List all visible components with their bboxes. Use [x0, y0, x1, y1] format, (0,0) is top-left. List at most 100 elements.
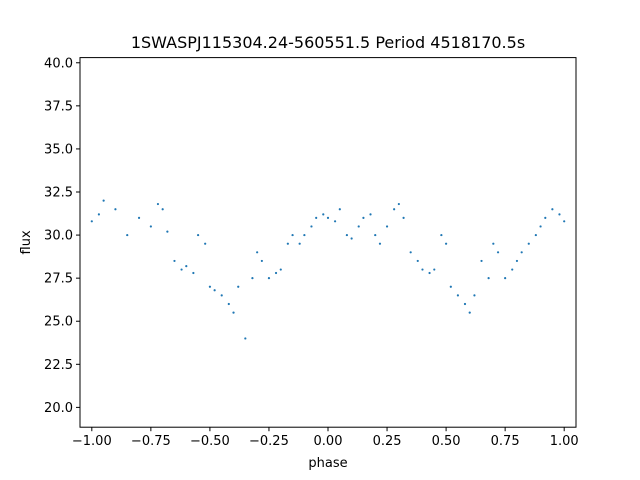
data-point	[90, 220, 93, 223]
data-point	[527, 242, 530, 245]
data-point	[558, 213, 561, 216]
y-tick-label: 32.5	[44, 186, 73, 201]
data-point	[551, 208, 554, 211]
data-point	[456, 294, 460, 297]
x-tick-label: 0.00	[314, 434, 343, 449]
y-axis: 20.0 22.5 25.0 27.5 30.0 32.5 35.0 37.5 40.0	[44, 56, 80, 416]
data-point	[251, 277, 254, 280]
chart-title: 1SWASPJ115304.24-560551.5 Period 4518170…	[131, 33, 525, 52]
data-point	[192, 271, 195, 275]
data-point	[114, 208, 117, 211]
data-point	[504, 277, 507, 280]
y-tick-label: 25.0	[44, 315, 73, 330]
data-point	[515, 259, 519, 263]
data-point	[416, 259, 419, 263]
data-point	[279, 268, 282, 271]
data-point	[232, 311, 235, 314]
data-point	[315, 216, 318, 219]
data-point	[345, 233, 348, 237]
data-point	[220, 294, 223, 297]
data-point	[369, 213, 372, 216]
data-point	[256, 251, 259, 254]
data-point	[213, 289, 216, 292]
data-point	[393, 208, 396, 211]
data-point	[433, 268, 436, 271]
data-point	[487, 277, 490, 280]
data-point	[322, 213, 325, 216]
data-point	[291, 233, 294, 237]
data-point	[137, 216, 141, 219]
data-point	[468, 311, 471, 314]
data-point	[173, 259, 176, 263]
data-point	[378, 242, 382, 245]
data-point	[350, 237, 353, 240]
data-point	[267, 277, 271, 280]
data-point	[421, 268, 424, 271]
data-point	[385, 225, 389, 228]
y-tick-label: 22.5	[44, 358, 73, 373]
data-point	[520, 251, 523, 254]
data-point	[333, 220, 337, 223]
data-point	[97, 213, 100, 216]
x-tick-label: −0.25	[249, 434, 289, 449]
y-axis-label: flux	[19, 230, 34, 254]
data-point	[496, 251, 500, 254]
data-point	[444, 242, 448, 245]
data-point	[286, 242, 289, 245]
x-axis: −1.00 −0.75 −0.50 −0.25 0.00 0.25 0.50 0.75 1.00	[72, 427, 579, 449]
data-point	[563, 220, 566, 223]
data-point	[180, 268, 183, 271]
data-point	[102, 199, 105, 202]
data-point	[511, 268, 514, 271]
data-point	[338, 208, 341, 211]
x-tick-label: 0.25	[373, 434, 402, 449]
data-points	[90, 199, 566, 340]
data-point	[534, 233, 537, 237]
data-point	[440, 233, 443, 237]
y-tick-label: 30.0	[44, 229, 73, 244]
data-point	[544, 216, 547, 219]
data-point	[362, 216, 365, 219]
data-point	[274, 271, 278, 275]
data-point	[298, 242, 301, 245]
data-point	[166, 230, 169, 233]
data-point	[156, 202, 160, 206]
data-point	[149, 225, 152, 228]
data-point	[204, 242, 207, 245]
y-tick-label: 37.5	[44, 99, 73, 114]
data-point	[326, 216, 330, 219]
x-tick-label: 0.75	[491, 434, 520, 449]
data-point	[492, 242, 495, 245]
data-point	[237, 285, 240, 288]
x-tick-label: −0.50	[190, 434, 230, 449]
data-point	[397, 202, 400, 206]
data-point	[196, 233, 200, 237]
x-tick-label: −0.75	[131, 434, 171, 449]
data-point	[374, 233, 377, 237]
x-axis-label: phase	[308, 456, 347, 471]
data-point	[409, 251, 412, 254]
data-point	[449, 285, 452, 288]
data-point	[244, 337, 247, 340]
data-point	[185, 264, 188, 268]
data-point	[208, 285, 212, 288]
data-point	[463, 302, 467, 306]
y-tick-label: 35.0	[44, 142, 73, 157]
data-point	[402, 216, 405, 219]
data-point	[303, 233, 306, 237]
data-point	[161, 208, 164, 211]
y-tick-label: 40.0	[44, 56, 73, 71]
data-point	[310, 225, 313, 228]
x-tick-label: −1.00	[72, 434, 112, 449]
data-point	[539, 225, 542, 228]
y-tick-label: 27.5	[44, 272, 73, 287]
data-point	[126, 233, 129, 237]
data-point	[260, 259, 263, 263]
data-point	[227, 302, 230, 306]
data-point	[428, 271, 431, 275]
data-point	[473, 294, 476, 297]
data-point	[357, 225, 360, 228]
x-tick-label: 1.00	[550, 434, 579, 449]
